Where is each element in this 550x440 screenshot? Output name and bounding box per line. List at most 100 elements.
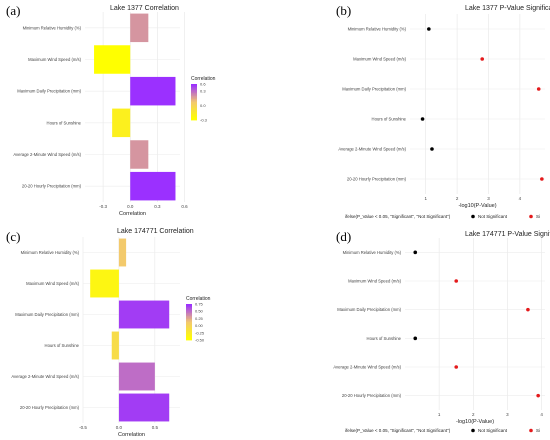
chart-title: Lake 174771 P-Value Significance [465,231,550,238]
bar [111,331,119,360]
colorbar-segment [191,117,197,119]
colorbar-label: 0.3 [200,89,206,94]
colorbar-segment [191,96,197,98]
colorbar-segment [191,87,197,89]
legend-label: Si [536,214,540,219]
panel-d: (d) Lake 174771 P-Value Significance Mini… [275,220,550,440]
colorbar-segment [191,94,197,97]
colorbar-segment [191,118,197,121]
category-label: Maximum Wind Speed (m/s) [28,57,81,62]
x-tick-label: 0.6 [181,204,188,209]
colorbar-segment [186,331,192,333]
category-label: Average 2-Minute Wind Speed (m/s) [333,365,401,370]
colorbar-segment [191,111,197,113]
bar [90,269,119,298]
chart-title: Lake 1377 P-Value Significance [465,5,550,12]
x-axis-label: -log10(P-Value) [458,203,496,209]
bar [130,171,176,201]
category-label: Hours of Sunshine [47,120,82,125]
colorbar-label: 0.75 [195,302,204,307]
colorbar-segment [191,90,197,92]
legend-title: ifelse(P_Value < 0.05, "Significant", "N… [345,214,451,219]
panel-c: (c) Lake 174771 Correlation Minimum Relat… [0,220,275,440]
colorbar-segment [186,304,192,306]
legend-marker-not-significant [471,428,475,433]
category-label: Hours of Sunshine [367,336,402,341]
category-label: 20-20 Hourly Precipitation (mm) [22,184,82,189]
panel-tag: (a) [6,3,21,18]
colorbar-segment [191,102,197,104]
colorbar-segment [186,329,192,332]
category-label: Minimum Relative Humidity (%) [21,250,80,255]
colorbar-segment [191,103,197,106]
legend-marker-significant [529,214,533,219]
legend-title: ifelse(P_Value < 0.05, "Significant", "N… [345,428,451,433]
legend-marker-significant [529,428,533,433]
category-label: 20-20 Hourly Precipitation (mm) [20,405,80,410]
colorbar-label: -0.3 [200,118,208,123]
colorbar-segment [186,316,192,318]
panel-a: (a) Lake 1377 Correlation Minimum Relativ… [0,0,275,220]
colorbar-label: 0.0 [200,103,206,108]
colorbar-segment [186,325,192,327]
x-tick-label: 4 [540,412,543,417]
x-tick-label: 0.5 [152,425,159,430]
x-tick-label: 2 [456,196,459,201]
data-point [427,27,431,31]
colorbar-segment [191,106,197,109]
legend-marker-not-significant [471,214,475,219]
category-label: Maximum Daily Precipitation (mm) [17,89,81,94]
data-point [454,365,459,369]
x-axis-label: Correlation [118,432,145,438]
panel-tag: (c) [6,229,21,244]
bar [118,393,170,422]
data-point [413,250,418,255]
category-label: 20-20 Hourly Precipitation (mm) [342,393,402,398]
colorbar-segment [186,334,192,336]
colorbar-segment [191,88,197,91]
colorbar-segment [191,114,197,116]
category-label: Maximum Wind Speed (m/s) [26,281,79,286]
colorbar-segment [191,105,197,107]
x-tick-label: -0.5 [79,425,87,430]
chart-title: Lake 174771 Correlation [117,228,194,235]
pvalue-chart: Lake 174771 P-Value Significance Minimum … [333,231,550,433]
category-label: Minimum Relative Humidity (%) [23,25,82,30]
colorbar-segment [191,108,197,110]
category-label: 20-20 Hourly Precipitation (mm) [347,177,407,182]
x-tick-label: 0.3 [154,204,161,209]
colorbar-segment [186,314,192,317]
bar [118,238,127,267]
x-axis-label: Correlation [119,211,146,217]
category-label: Average 2-Minute Wind Speed (m/s) [11,374,79,379]
colorbar-label: 0.50 [195,309,204,314]
x-tick-label: 1 [424,196,427,201]
colorbar-segment [186,337,192,339]
x-tick-label: 3 [506,412,509,417]
chart-title: Lake 1377 Correlation [110,5,179,12]
data-point [420,117,425,121]
colorbar-segment [186,322,192,324]
colorbar-segment [191,85,197,88]
x-tick-label: -0.3 [99,204,107,209]
colorbar-label: 0.25 [195,316,204,321]
colorbar-segment [186,307,192,309]
colorbar-segment [191,115,197,118]
colorbar-segment [186,332,192,335]
bar [118,300,170,329]
bar [130,140,149,169]
category-label: Hours of Sunshine [372,117,407,122]
x-tick-label: 1 [438,412,441,417]
x-axis-label: -log10(P-Value) [456,419,494,425]
bar [130,13,149,43]
correlation-chart: Lake 1377 Correlation Minimum Relative Hu… [13,5,216,217]
legend-label: Si [536,428,540,433]
data-point [430,147,434,151]
category-label: Maximum Wind Speed (m/s) [353,57,406,62]
x-tick-label: 4 [519,196,522,201]
legend-label: Not Significant [478,428,508,433]
category-label: Minimum Relative Humidity (%) [343,250,402,255]
colorbar-label: -0.50 [195,338,205,343]
legend-title: Correlation [191,76,216,82]
data-point [413,336,418,341]
